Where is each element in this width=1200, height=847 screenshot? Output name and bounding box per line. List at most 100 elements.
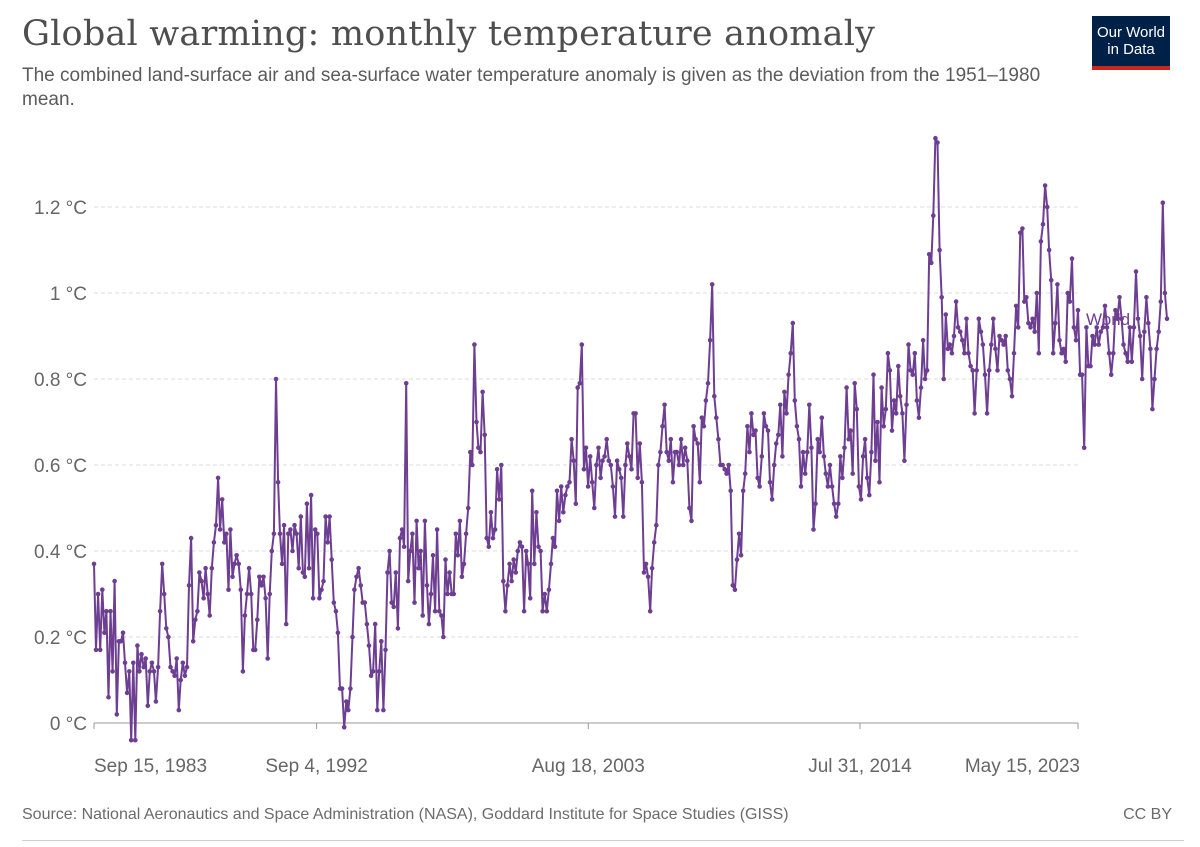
data-point [1013, 303, 1019, 309]
data-point [1108, 372, 1114, 378]
data-point [649, 565, 655, 571]
data-point [312, 527, 318, 532]
data-point [875, 419, 880, 425]
data-point [170, 669, 175, 674]
data-point [226, 587, 231, 592]
data-point [499, 462, 504, 468]
data-point [523, 548, 529, 554]
data-point [211, 540, 217, 545]
data-point [1075, 307, 1081, 313]
data-point [612, 514, 618, 519]
data-point [577, 381, 583, 386]
data-point [335, 630, 341, 635]
data-point [410, 531, 415, 537]
data-point [1018, 230, 1023, 236]
data-point [517, 540, 523, 545]
data-point [534, 510, 539, 515]
data-point [943, 312, 949, 317]
data-point [122, 660, 128, 666]
owid-logo[interactable]: Our World in Data [1092, 16, 1170, 70]
data-point [542, 591, 547, 597]
data-point [238, 587, 244, 592]
data-point [207, 613, 212, 618]
data-point [434, 527, 440, 532]
data-point [854, 406, 860, 412]
data-point [310, 596, 316, 601]
data-point [159, 561, 165, 567]
data-point [376, 669, 382, 674]
data-point [1032, 329, 1037, 335]
data-point [308, 492, 314, 498]
data-point [1104, 325, 1110, 330]
data-point [1144, 295, 1149, 300]
data-point [844, 385, 849, 390]
data-point [666, 458, 672, 464]
data-point [986, 368, 992, 373]
data-point [286, 531, 291, 537]
data-point [492, 527, 498, 532]
x-tick-label: Aug 18, 2003 [532, 756, 645, 777]
data-point [513, 570, 519, 575]
data-point [687, 505, 692, 511]
data-point [1009, 393, 1015, 399]
data-point [358, 583, 364, 588]
data-point [904, 402, 909, 408]
license-link[interactable]: CC BY [1123, 806, 1172, 823]
x-tick-label: Sep 4, 1992 [265, 756, 367, 777]
data-point [263, 596, 268, 601]
data-point [505, 583, 510, 588]
x-tick-label: Jul 31, 2014 [808, 756, 912, 777]
y-tick-label: 0.8 °C [34, 370, 87, 391]
data-point [825, 484, 831, 489]
data-point [184, 664, 190, 670]
x-tick-label: Sep 15, 1983 [94, 756, 207, 777]
data-point [554, 488, 560, 494]
data-point [637, 441, 643, 446]
data-point [1015, 325, 1021, 330]
data-point [618, 475, 624, 481]
data-point [1036, 350, 1042, 356]
data-point [193, 617, 198, 623]
data-point [273, 376, 279, 382]
data-point [563, 492, 568, 498]
series-world [91, 135, 1170, 743]
data-point [740, 488, 746, 494]
data-point [333, 608, 339, 614]
y-tick-label: 0.2 °C [34, 628, 87, 649]
data-point [699, 415, 705, 421]
data-point [738, 553, 744, 558]
data-point [1096, 342, 1101, 347]
data-point [786, 372, 791, 378]
data-point [716, 436, 721, 442]
data-point [257, 574, 262, 580]
data-point [883, 406, 889, 412]
data-point [141, 664, 146, 670]
data-point [168, 664, 173, 670]
data-point [616, 467, 622, 472]
data-point [224, 531, 229, 537]
data-point [348, 686, 353, 691]
data-point [561, 510, 566, 515]
data-point [1156, 329, 1161, 335]
data-point [190, 639, 196, 644]
data-point [931, 213, 936, 218]
data-point [761, 411, 767, 416]
data-point [629, 467, 634, 472]
data-point [267, 591, 273, 597]
data-point [527, 596, 533, 601]
y-tick-label: 0.4 °C [34, 542, 87, 563]
data-point [292, 522, 297, 528]
data-point [346, 707, 351, 713]
data-point [151, 669, 157, 674]
data-point [501, 578, 506, 584]
data-point [763, 424, 769, 429]
logo-line-2: in Data [1107, 41, 1155, 58]
data-point [815, 436, 820, 442]
data-point [426, 621, 432, 627]
data-point [1113, 307, 1118, 313]
data-point [106, 694, 111, 700]
data-point [1125, 359, 1130, 365]
data-point [1055, 282, 1060, 287]
data-point [401, 544, 407, 549]
data-point [697, 479, 703, 485]
